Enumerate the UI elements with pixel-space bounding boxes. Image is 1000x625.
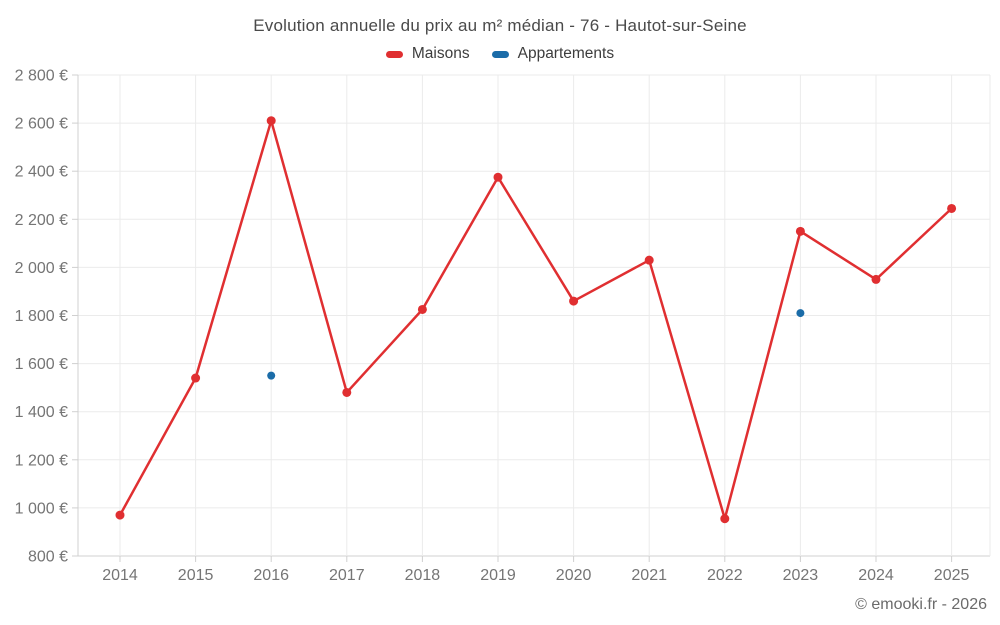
x-axis-label: 2022 [707, 567, 743, 584]
y-axis-label: 1 600 € [15, 356, 68, 373]
y-axis-label: 2 000 € [15, 260, 68, 277]
maisons-point-2014[interactable] [115, 510, 125, 520]
maisons-point-2019[interactable] [493, 172, 503, 182]
y-axis-label: 1 000 € [15, 500, 68, 517]
y-axis-label: 1 200 € [15, 452, 68, 469]
x-axis-label: 2015 [178, 567, 214, 584]
y-axis-label: 2 800 € [15, 68, 68, 85]
x-axis-label: 2016 [253, 567, 289, 584]
chart-title: Evolution annuelle du prix au m² médian … [253, 16, 747, 35]
maisons-point-2025[interactable] [947, 203, 957, 213]
y-axis-label: 1 800 € [15, 308, 68, 325]
x-axis-label: 2018 [405, 567, 441, 584]
maisons-point-2016[interactable] [266, 116, 276, 126]
legend-item-appartements[interactable]: Appartements [491, 45, 615, 63]
appartements-point-2016[interactable] [267, 371, 276, 380]
maisons-point-2023[interactable] [795, 226, 805, 236]
x-axis-label: 2019 [480, 567, 516, 584]
y-axis-label: 2 400 € [15, 164, 68, 181]
legend-item-maisons[interactable]: Maisons [385, 45, 470, 63]
x-axis-label: 2025 [934, 567, 970, 584]
maisons-point-2022[interactable] [720, 514, 730, 524]
x-axis-label: 2021 [631, 567, 667, 584]
legend-label-appartements: Appartements [517, 45, 615, 62]
maisons-point-2015[interactable] [191, 373, 201, 383]
y-axis-label: 2 200 € [15, 212, 68, 229]
maisons-point-2017[interactable] [342, 387, 352, 397]
maisons-point-2018[interactable] [417, 304, 427, 314]
chart-footer: © emooki.fr - 2026 [855, 596, 987, 613]
x-axis-label: 2014 [102, 567, 138, 584]
maisons-line [118, 119, 953, 520]
x-axis-label: 2023 [783, 567, 819, 584]
x-axis-label: 2017 [329, 567, 365, 584]
maisons-point-2024[interactable] [871, 274, 881, 284]
legend: Maisons Appartements [0, 45, 1000, 63]
y-axis-label: 2 600 € [15, 116, 68, 133]
appartements-swatch-icon [491, 50, 509, 58]
y-axis-label: 800 € [28, 549, 68, 566]
maisons-point-2020[interactable] [569, 296, 579, 306]
maisons-swatch-icon [385, 50, 403, 58]
legend-label-maisons: Maisons [411, 45, 470, 62]
y-axis-label: 1 400 € [15, 404, 68, 421]
maisons-point-2021[interactable] [644, 255, 654, 265]
x-axis-label: 2024 [858, 567, 894, 584]
x-axis-label: 2020 [556, 567, 592, 584]
appartements-point-2023[interactable] [796, 309, 805, 318]
